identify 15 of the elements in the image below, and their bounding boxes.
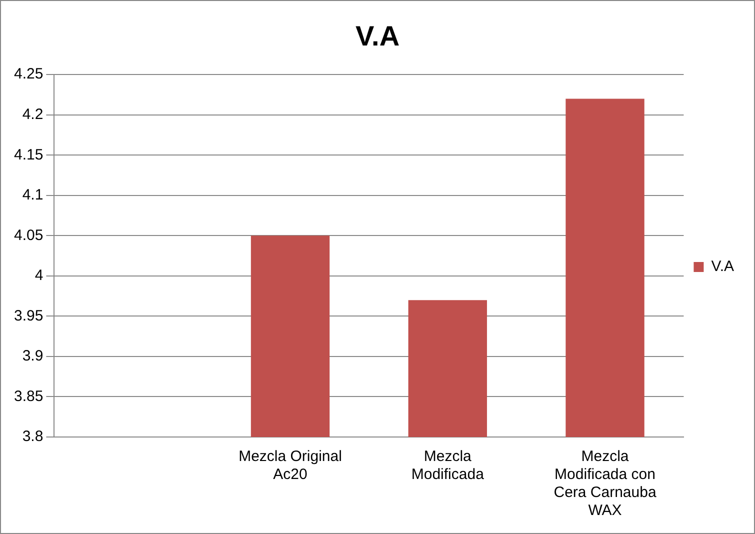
y-tick-label: 3.8 bbox=[22, 428, 44, 446]
y-tick-label: 4.15 bbox=[14, 146, 44, 164]
y-tick-label: 4.05 bbox=[14, 226, 44, 244]
y-tick-label: 4.1 bbox=[22, 186, 44, 204]
y-tick-label: 3.95 bbox=[14, 307, 44, 324]
y-tick-label: 4.25 bbox=[14, 66, 44, 83]
y-tick-label: 3.85 bbox=[14, 388, 44, 405]
x-tick-label: Mezcla Original Ac20 bbox=[238, 448, 342, 484]
y-tick-label: 4.2 bbox=[22, 106, 44, 124]
y-tick-label: 4 bbox=[34, 267, 44, 284]
y-tick-label: 3.9 bbox=[22, 348, 44, 365]
x-tick-label: Mezcla Modificada bbox=[411, 448, 485, 484]
legend-label: V.A bbox=[711, 258, 734, 276]
x-tick-label: Mezcla Modificada con Cera Carnauba WAX bbox=[554, 448, 657, 520]
chart-title: V.A bbox=[355, 20, 400, 52]
